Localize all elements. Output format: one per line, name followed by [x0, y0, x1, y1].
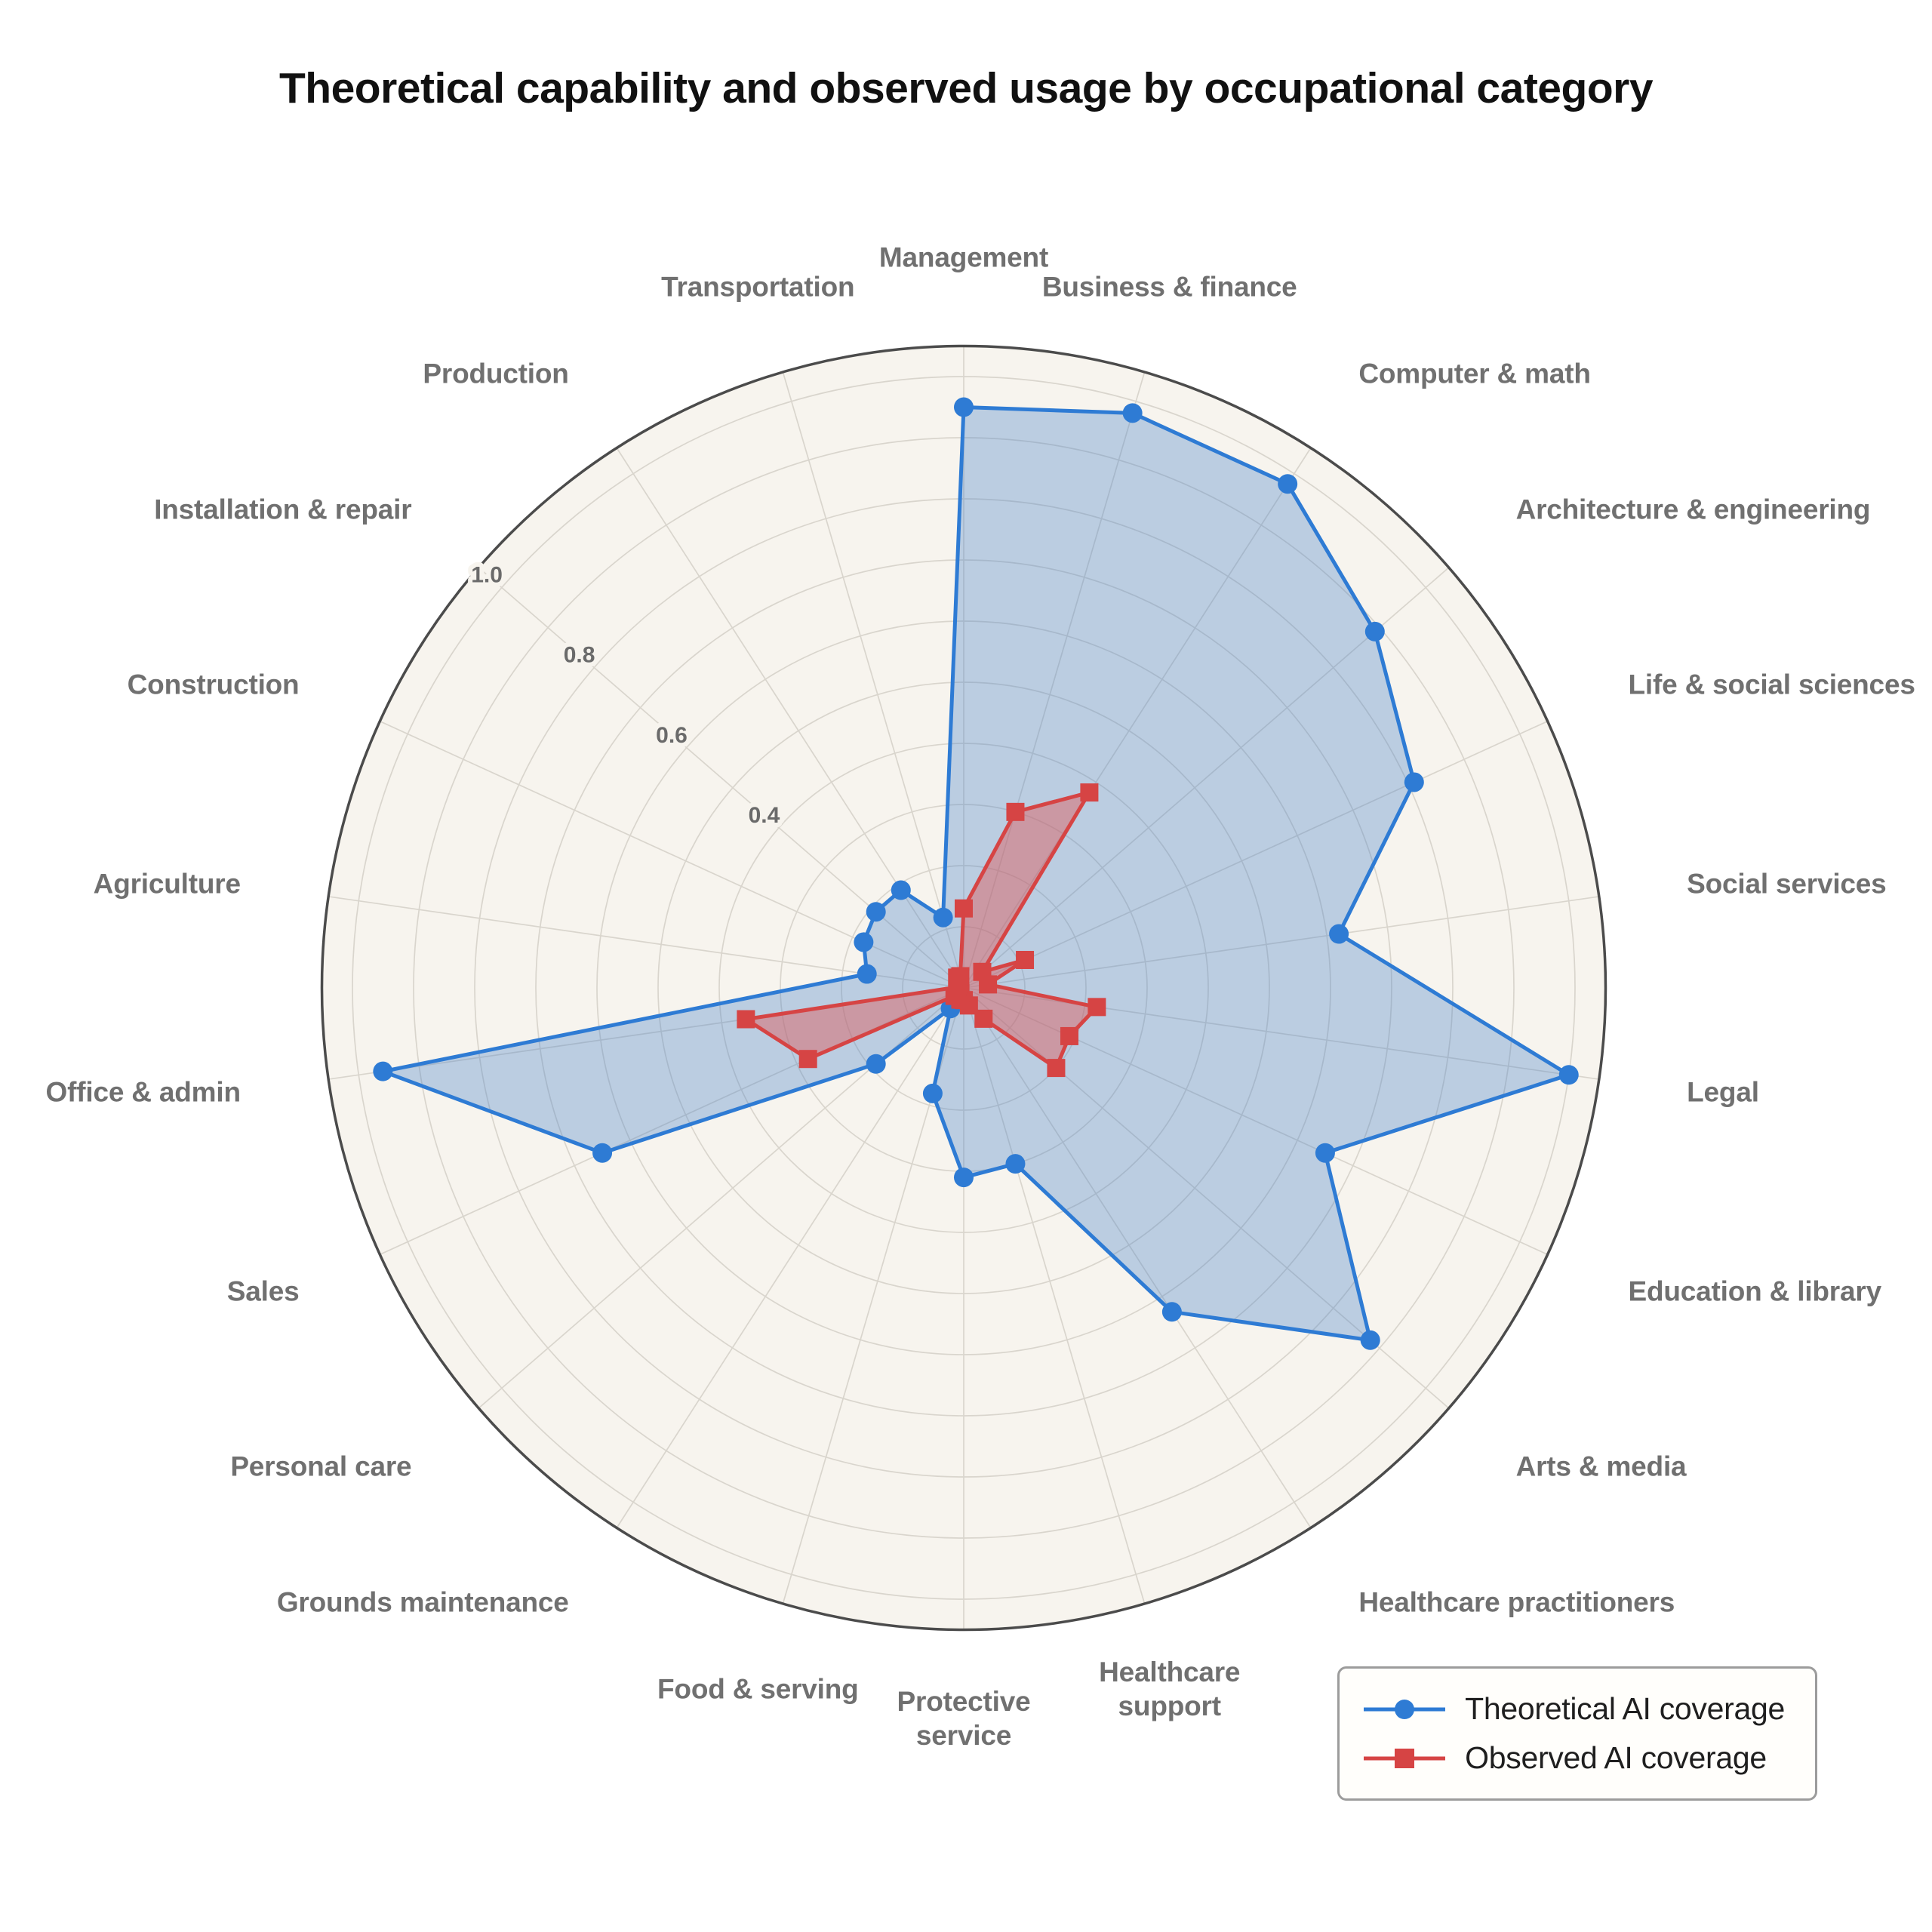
radial-tick-label: 1.0: [471, 563, 503, 588]
category-label-agriculture: Agriculture: [93, 868, 241, 900]
data-point-marker: [1161, 1302, 1182, 1322]
data-point-marker: [951, 967, 970, 986]
category-label-healthcare-support: Healthcare support: [1099, 1656, 1241, 1721]
category-label-management: Management: [878, 242, 1049, 273]
data-point-marker: [979, 975, 998, 994]
data-point-marker: [373, 1061, 393, 1081]
data-point-marker: [933, 907, 953, 928]
category-label-food-serving: Food & serving: [657, 1673, 859, 1705]
category-label-production: Production: [423, 358, 569, 389]
data-point-marker: [1278, 474, 1298, 494]
data-point-marker: [954, 1168, 974, 1188]
data-point-marker: [854, 932, 874, 952]
angular-gridline: [963, 371, 1146, 989]
radial-tick-label: 0.6: [656, 723, 688, 748]
legend-circle-marker-icon: [1364, 1699, 1446, 1719]
category-label-grounds-maintenance: Grounds maintenance: [276, 1586, 569, 1618]
category-label-social-services: Social services: [1687, 868, 1887, 900]
category-label-protective-service: Protective service: [897, 1685, 1031, 1751]
angular-gridline: [782, 371, 964, 989]
data-point-marker: [866, 902, 886, 922]
category-label-education-library: Education & library: [1628, 1275, 1882, 1307]
theoretical-series-fill: [383, 407, 1569, 1340]
radial-tick-label: 0.8: [564, 643, 595, 668]
data-point-marker: [1088, 998, 1106, 1017]
legend-square-marker-icon: [1364, 1748, 1446, 1768]
angular-gridline: [963, 720, 1548, 989]
data-point-marker: [857, 964, 877, 984]
data-point-marker: [866, 1054, 886, 1074]
angular-gridline: [963, 987, 1146, 1604]
category-label-life-social-sciences: Life & social sciences: [1628, 669, 1915, 700]
category-label-installation-repair: Installation & repair: [154, 494, 412, 525]
angular-gridline: [963, 987, 1312, 1528]
legend-item-observed: Observed AI coverage: [1362, 1740, 1785, 1776]
category-label-office-admin: Office & admin: [45, 1076, 241, 1108]
data-point-marker: [1360, 1330, 1380, 1350]
legend-item-theoretical: Theoretical AI coverage: [1362, 1691, 1785, 1727]
data-point-marker: [954, 397, 974, 417]
legend-label-observed: Observed AI coverage: [1465, 1740, 1767, 1775]
category-label-healthcare-practitioners: Healthcare practitioners: [1358, 1586, 1675, 1618]
chart-boundary: [320, 344, 1607, 1632]
data-point-marker: [1364, 621, 1385, 641]
category-label-legal: Legal: [1687, 1076, 1759, 1108]
data-point-marker: [1006, 802, 1025, 821]
data-point-marker: [891, 880, 911, 900]
category-label-business-finance: Business & finance: [1041, 271, 1297, 303]
category-label-arts-media: Arts & media: [1515, 1451, 1687, 1482]
category-label-construction: Construction: [127, 669, 300, 700]
radial-tick-label: 0.4: [749, 803, 780, 828]
data-point-marker: [1315, 1143, 1335, 1163]
category-label-architecture-engineering: Architecture & engineering: [1515, 494, 1871, 525]
angular-gridline: [616, 987, 964, 1528]
data-point-marker: [1060, 1026, 1078, 1045]
data-point-marker: [1558, 1065, 1579, 1085]
data-point-marker: [798, 1050, 817, 1069]
data-point-marker: [955, 899, 973, 918]
angular-gridline: [963, 448, 1312, 989]
data-point-marker: [1080, 783, 1099, 802]
legend-label-theoretical: Theoretical AI coverage: [1465, 1691, 1785, 1726]
legend: Theoretical AI coverage Observed AI cove…: [1337, 1666, 1817, 1801]
category-label-sales: Sales: [226, 1275, 300, 1307]
observed-series-fill: [746, 792, 1097, 1069]
data-point-marker: [1404, 772, 1424, 792]
category-label-transportation: Transportation: [661, 271, 855, 303]
data-point-marker: [592, 1143, 613, 1163]
data-point-marker: [1122, 403, 1143, 423]
data-point-marker: [1016, 950, 1035, 969]
category-label-computer-math: Computer & math: [1358, 358, 1591, 389]
category-label-personal-care: Personal care: [230, 1451, 412, 1482]
angular-gridline: [963, 896, 1599, 989]
data-point-marker: [922, 1083, 943, 1103]
data-point-marker: [1047, 1059, 1066, 1078]
data-point-marker: [1005, 1154, 1026, 1174]
chart-title: Theoretical capability and observed usag…: [278, 64, 1654, 112]
data-point-marker: [737, 1010, 755, 1029]
data-point-marker: [1329, 924, 1349, 944]
